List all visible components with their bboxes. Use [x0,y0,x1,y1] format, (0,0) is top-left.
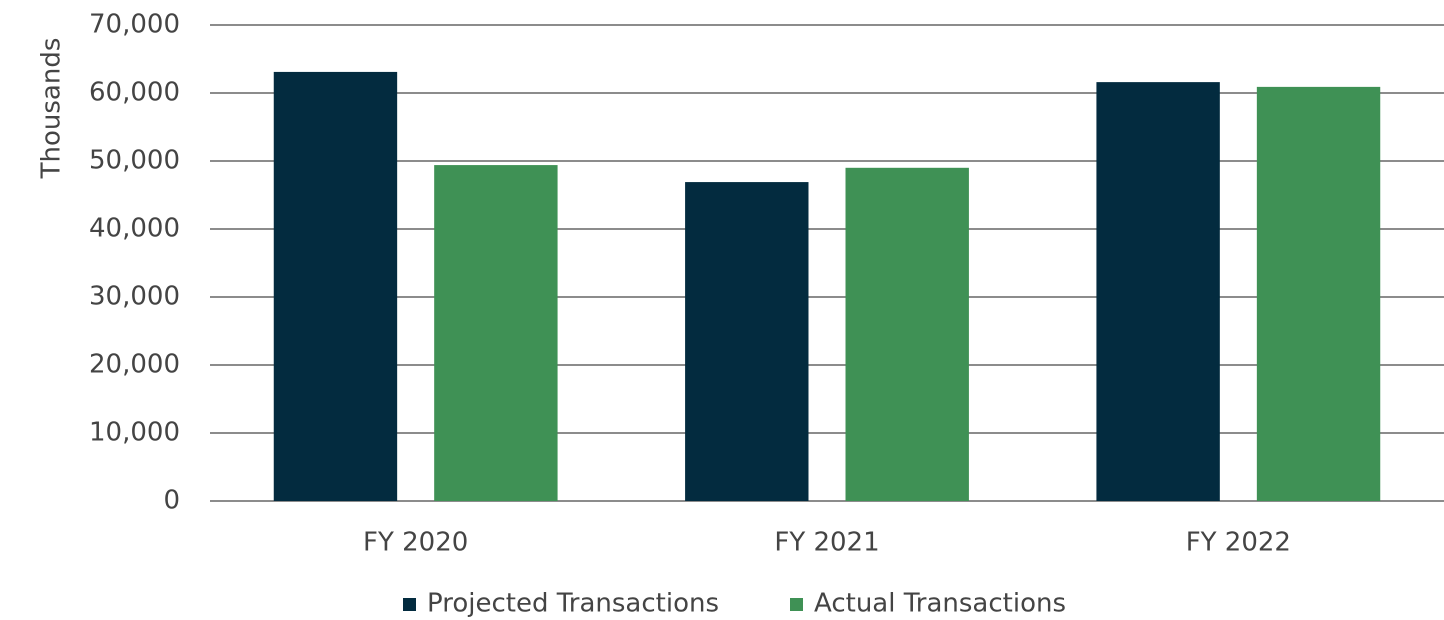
bar [685,182,809,501]
y-tick-label: 50,000 [89,146,180,176]
x-tick-label: FY 2021 [774,528,879,558]
legend-swatch [790,598,803,611]
bar [1096,82,1220,502]
x-tick-label: FY 2022 [1186,528,1291,558]
legend-swatch [403,598,416,611]
bar [1256,86,1381,501]
bar [273,71,398,502]
y-tick-label: 40,000 [89,214,180,244]
y-tick-label: 70,000 [89,10,180,40]
y-tick-label: 30,000 [89,282,180,312]
y-tick-label: 60,000 [89,78,180,108]
y-tick-label: 0 [163,486,180,516]
bar [434,165,558,501]
bar [845,167,969,502]
y-tick-label: 20,000 [89,350,180,380]
legend-label: Projected Transactions [427,589,719,619]
legend-label: Actual Transactions [814,589,1066,619]
y-tick-label: 10,000 [89,418,180,448]
x-tick-label: FY 2020 [363,528,468,558]
y-axis-label: Thousands [37,38,67,180]
